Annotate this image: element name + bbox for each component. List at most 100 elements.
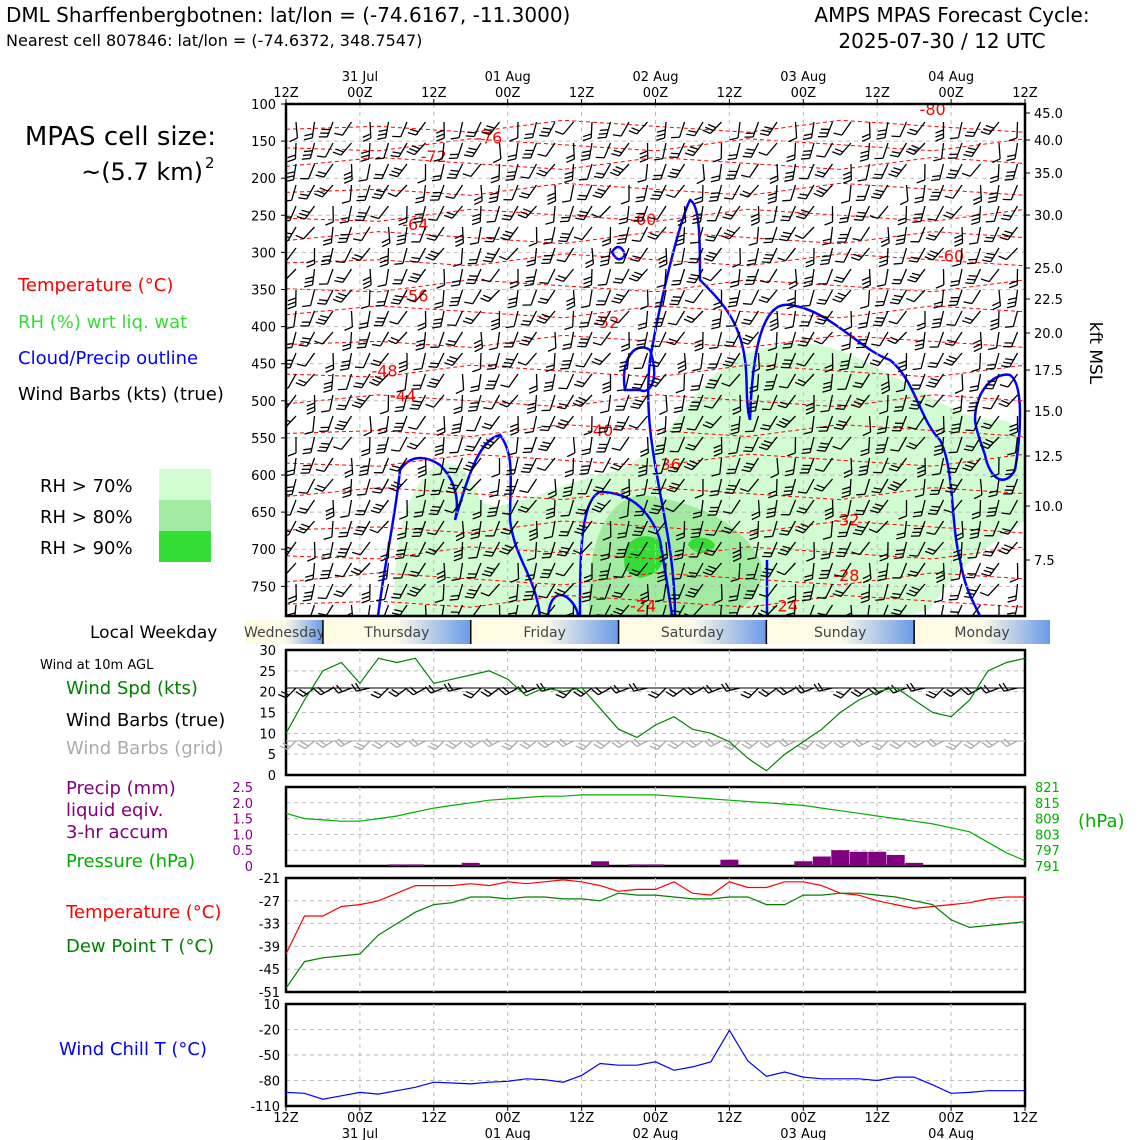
barb-staff: [350, 457, 354, 475]
barb-flag: [868, 688, 877, 696]
barb-flag: [982, 406, 992, 410]
barb-flag: [1006, 171, 1016, 174]
barb-staff: [979, 499, 982, 517]
barb-flag: [946, 358, 955, 363]
surface-barb-grid: [593, 740, 611, 750]
barb-staff: [329, 541, 334, 558]
wind-barb: [873, 457, 889, 474]
barb-flag: [891, 298, 901, 302]
barb-staff: [421, 352, 427, 369]
barb-staff: [699, 205, 704, 222]
precip-bar: [406, 864, 425, 866]
kft-tick-label: 30.0: [1034, 209, 1063, 224]
barb-flag: [764, 237, 774, 240]
wind-barb: [432, 310, 445, 329]
barb-flag: [936, 578, 945, 583]
barb-flag: [406, 298, 416, 303]
barb-staff: [993, 205, 1000, 222]
wind-barb: [745, 562, 760, 580]
barb-staff: [821, 331, 833, 345]
barb-staff: [566, 226, 575, 242]
barb-flag: [492, 617, 500, 620]
barb-flag: [709, 195, 719, 199]
wbarbs-grid-label: Wind Barbs (grid): [66, 738, 224, 759]
wind-barb: [686, 415, 704, 431]
barb-flag: [529, 536, 538, 541]
barb-flag: [344, 469, 353, 475]
barb-flag: [596, 502, 606, 507]
barb-flag: [962, 467, 971, 472]
barb-staff: [636, 121, 648, 135]
barb-flag: [471, 528, 481, 532]
barb-flag: [689, 587, 699, 592]
barb-flag: [503, 346, 513, 348]
barb-flag: [1002, 214, 1012, 218]
barb-staff: [932, 394, 944, 408]
wind-barb: [335, 247, 353, 264]
barb-flag: [391, 612, 401, 616]
barb-flag: [323, 238, 332, 242]
wind-barb: [356, 331, 371, 349]
barb-flag: [463, 741, 472, 749]
barb-flag: [843, 326, 852, 331]
wind-barb: [620, 185, 630, 205]
barb-flag: [481, 278, 491, 283]
barb-staff: [602, 604, 612, 616]
barb-staff: [913, 142, 926, 155]
barb-flag: [301, 157, 311, 160]
wind-barb: [725, 163, 741, 180]
barb-flag: [375, 173, 384, 176]
pressure-tick-label: 500: [251, 395, 276, 410]
barb-flag: [724, 360, 734, 364]
barb-flag: [397, 532, 406, 536]
barb-staff: [572, 436, 576, 453]
barb-staff: [364, 478, 371, 495]
wind-barb: [396, 226, 408, 246]
barb-flag: [726, 742, 735, 748]
barb-flag: [447, 471, 457, 474]
pressure-tick-label: 809: [1035, 813, 1060, 828]
temp-tick-label: -27: [259, 895, 280, 910]
wind-barb: [599, 247, 612, 267]
wind-barb: [445, 184, 464, 200]
barb-flag: [317, 449, 327, 453]
wind-barb: [925, 226, 945, 241]
barb-flag: [1002, 682, 1009, 691]
barb-flag: [432, 326, 441, 329]
barb-flag: [611, 447, 621, 451]
wind-barb: [428, 352, 445, 369]
wind-barb: [721, 373, 741, 387]
wind-barb: [577, 478, 593, 495]
barb-flag: [840, 360, 850, 363]
wind-barb: [992, 142, 1001, 164]
wind-barb: [524, 562, 538, 581]
barb-flag: [501, 547, 511, 552]
page-subtitle: Nearest cell 807846: lat/lon = (-74.6372…: [6, 31, 422, 50]
barb-flag: [578, 342, 588, 344]
barb-staff: [988, 740, 1000, 749]
barb-flag: [931, 489, 940, 492]
wind-barb: [897, 205, 908, 226]
barb-flag: [411, 144, 421, 150]
barb-flag: [450, 611, 460, 614]
barb-flag: [813, 192, 822, 198]
barb-flag: [979, 591, 989, 597]
barb-flag: [912, 220, 921, 223]
wind-barb: [499, 541, 519, 555]
barb-flag: [414, 216, 423, 220]
barb-flag: [630, 740, 638, 747]
barb-flag: [835, 407, 845, 411]
barb-flag: [895, 389, 905, 393]
wbarbs-true-label: Wind Barbs (true): [66, 710, 225, 731]
wind-barb: [358, 310, 371, 329]
barb-flag: [841, 490, 851, 495]
barb-flag: [949, 153, 958, 156]
barb-flag: [861, 137, 871, 142]
barb-staff: [309, 289, 316, 306]
barb-flag: [655, 301, 664, 304]
barb-flag: [687, 591, 697, 595]
barb-flag: [853, 253, 863, 258]
kft-tick-label: 20.0: [1034, 327, 1063, 342]
wind-barb: [562, 478, 575, 498]
wind-barb: [935, 562, 945, 583]
